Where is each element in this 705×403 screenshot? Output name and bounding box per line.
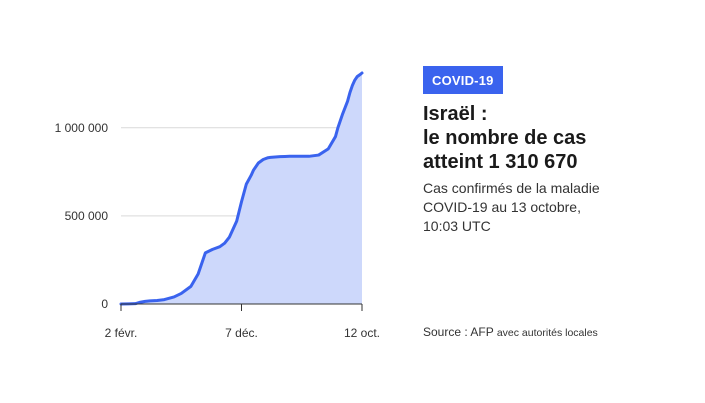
subtitle-line-2: COVID-19 au 13 octobre, bbox=[423, 199, 581, 215]
y-tick-label-1: 500 000 bbox=[65, 209, 109, 223]
x-tick-label-0: 2 févr. bbox=[105, 326, 138, 340]
headline-line-2: le nombre de cas bbox=[423, 127, 587, 149]
series-area bbox=[121, 73, 362, 304]
source-detail: avec autorités locales bbox=[496, 327, 598, 339]
subtitle-line-3: 10:03 UTC bbox=[423, 218, 491, 234]
x-tick-label-1: 7 déc. bbox=[225, 326, 258, 340]
y-tick-label-2: 1 000 000 bbox=[55, 121, 109, 135]
source-note: Source : AFP avec autorités locales bbox=[423, 325, 598, 339]
headline-line-1: Israël : bbox=[423, 103, 488, 125]
y-tick-label-0: 0 bbox=[101, 297, 108, 311]
x-tick-label-2: 12 oct. bbox=[344, 326, 380, 340]
info-panel: COVID-19 Israël : le nombre de cas attei… bbox=[423, 66, 693, 236]
source-main: Source : AFP bbox=[423, 325, 494, 339]
topic-badge: COVID-19 bbox=[423, 66, 503, 94]
headline-line-3: atteint 1 310 670 bbox=[423, 151, 578, 173]
subtitle-line-1: Cas confirmés de la maladie bbox=[423, 180, 600, 196]
series-line bbox=[119, 71, 364, 306]
subtitle: Cas confirmés de la maladie COVID-19 au … bbox=[423, 179, 693, 236]
headline: Israël : le nombre de cas atteint 1 310 … bbox=[423, 102, 693, 174]
